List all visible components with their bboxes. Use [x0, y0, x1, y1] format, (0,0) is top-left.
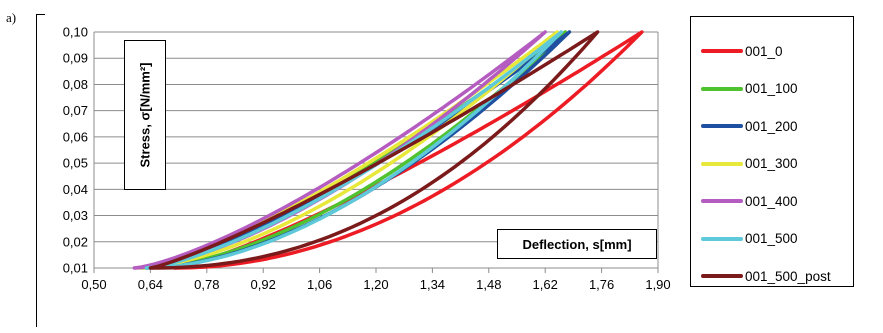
- legend-label: 001_100: [745, 81, 798, 96]
- series-loop-001_500: [144, 30, 564, 270]
- x-tick-label: 0,64: [138, 277, 163, 292]
- legend-swatch: [701, 161, 743, 166]
- y-tick-label: 0,08: [63, 77, 88, 92]
- legend-swatch: [701, 199, 743, 203]
- legend-swatch: [701, 124, 743, 128]
- series-loop-001_500_post: [148, 30, 600, 270]
- x-tick-label: 1,06: [307, 277, 332, 292]
- y-tick-label: 0,09: [63, 51, 88, 66]
- x-axis-label: Deflection, s[mm]: [497, 229, 657, 259]
- legend-item: 001_0: [701, 41, 783, 61]
- legend-label: 001_500_post: [745, 268, 831, 284]
- legend-label: 001_200: [745, 118, 798, 134]
- legend-item: 001_100: [701, 79, 798, 99]
- x-tick-label: 1,76: [589, 277, 614, 292]
- x-tick-label: 1,90: [645, 277, 670, 292]
- x-tick-label: 1,20: [363, 277, 388, 292]
- legend-label: 001_300: [745, 156, 798, 171]
- legend-item: 001_500: [701, 229, 798, 249]
- y-tick-label: 0,06: [63, 129, 88, 144]
- y-tick-label: 0,01: [63, 261, 88, 276]
- y-tick-label: 0,10: [63, 25, 88, 40]
- x-tick-label: 1,48: [476, 277, 501, 292]
- legend-label: 001_400: [745, 193, 798, 209]
- legend-item: 001_300: [701, 154, 798, 174]
- y-axis-label: Stress, σ[N/mm²]: [137, 62, 153, 168]
- legend-item: 001_500_post: [701, 266, 831, 286]
- x-tick-label: 1,34: [420, 277, 445, 292]
- legend-swatch: [701, 236, 743, 241]
- y-tick-label: 0,05: [63, 156, 88, 171]
- y-tick-label: 0,04: [63, 182, 88, 197]
- x-tick-label: 1,62: [533, 277, 558, 292]
- legend-item: 001_400: [701, 191, 798, 211]
- legend-swatch: [701, 49, 743, 53]
- legend-label: 001_500: [745, 231, 798, 246]
- legend-label: 001_0: [745, 43, 783, 59]
- frame-bracket: [36, 14, 45, 327]
- x-tick-label: 0,78: [194, 277, 219, 292]
- legend-swatch: [701, 274, 743, 278]
- legend: 001_0 001_100 001_200 001_300 001_400 001_500…: [690, 16, 854, 287]
- y-tick-label: 0,07: [63, 103, 88, 118]
- x-tick-label: 0,50: [81, 277, 106, 292]
- legend-item: 001_200: [701, 116, 798, 136]
- y-tick-label: 0,03: [63, 208, 88, 223]
- legend-swatch: [701, 86, 743, 91]
- series-loop-001_300: [136, 30, 560, 270]
- tick-labels: 0,10 0,09 0,08 0,07 0,06 0,05 0,04 0,03 0,02 0,01…: [63, 25, 671, 293]
- x-tick-label: 0,92: [251, 277, 276, 292]
- series-curves: [132, 30, 644, 270]
- y-tick-label: 0,02: [63, 234, 88, 249]
- panel-label: a): [6, 10, 17, 25]
- y-axis-label-box: Stress, σ[N/mm²]: [124, 40, 166, 190]
